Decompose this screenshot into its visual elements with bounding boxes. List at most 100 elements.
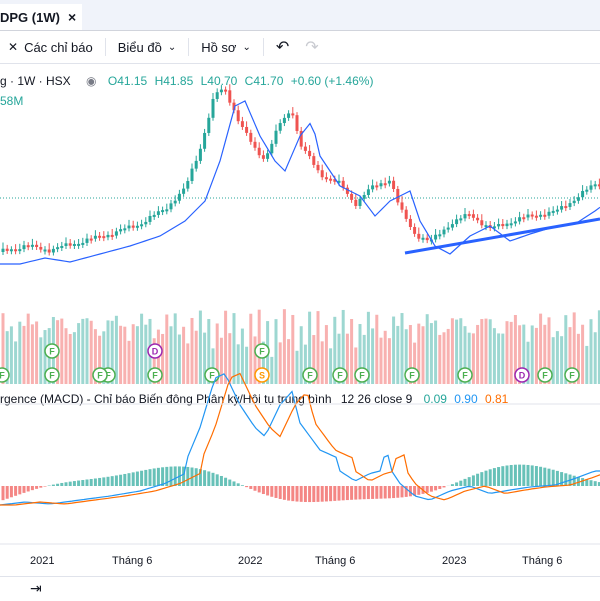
volume-bar (18, 322, 21, 384)
volume-bar (443, 332, 446, 384)
macd-histogram-bar (237, 483, 240, 486)
tab-bar: DPG (1W) × (0, 0, 600, 31)
volume-bar (77, 323, 80, 384)
candle-body (2, 249, 5, 252)
volume-bar (497, 333, 500, 384)
indicators-icon: ✕ (8, 40, 18, 54)
candle-body (60, 246, 63, 248)
macd-histogram-bar (321, 486, 324, 502)
candle-body (443, 230, 446, 235)
macd-histogram-bar (77, 481, 80, 486)
event-marker-label: F (0, 371, 5, 381)
candle-body (569, 203, 572, 207)
candle-body (86, 239, 89, 243)
candle-body (195, 161, 198, 169)
macd-histogram-bar (144, 470, 147, 486)
candle-body (115, 231, 118, 235)
volume-bar (350, 319, 353, 384)
chart-tab-title: DPG (1W) (0, 10, 60, 25)
macd-histogram-bar (140, 471, 143, 486)
redo-button[interactable]: ↷ (297, 31, 326, 63)
candle-body (23, 245, 26, 249)
candle-body (350, 194, 353, 200)
chart-tab[interactable]: DPG (1W) × (0, 4, 82, 30)
candle-body (384, 183, 387, 185)
macd-histogram-bar (119, 475, 122, 486)
candle-body (119, 229, 122, 231)
candle-body (241, 121, 244, 127)
macd-histogram-bar (262, 486, 265, 494)
candle-body (270, 144, 273, 153)
volume-bar (422, 326, 425, 384)
candle-body (111, 235, 114, 237)
macd-histogram-bar (531, 465, 534, 486)
macd-histogram-bar (241, 485, 244, 486)
profile-button[interactable]: Hồ sơ ⌄ (193, 31, 259, 63)
candle-body (594, 184, 597, 186)
candle-body (149, 216, 152, 222)
candle-body (90, 239, 93, 241)
time-axis-label: 2022 (238, 555, 262, 567)
volume-bar (585, 346, 588, 384)
macd-histogram-bar (56, 484, 59, 486)
indicators-button[interactable]: ✕ Các chỉ báo (0, 31, 101, 63)
macd-histogram-bar (342, 486, 345, 500)
macd-histogram-bar (2, 486, 5, 500)
candle-body (6, 249, 9, 251)
close-icon[interactable]: × (68, 9, 76, 25)
candle-body (107, 235, 110, 237)
macd-histogram-bar (233, 481, 236, 486)
volume-bar (434, 321, 437, 384)
event-marker-label: F (409, 371, 415, 381)
candle-body (367, 189, 370, 195)
macd-histogram-bar (254, 486, 257, 491)
macd-histogram-bar (186, 467, 189, 486)
candle-body (254, 142, 257, 148)
volume-bar (178, 335, 181, 384)
macd-histogram-bar (527, 465, 530, 486)
candle-body (157, 211, 160, 215)
candle-body (405, 210, 408, 219)
candle-body (191, 169, 194, 181)
macd-histogram-bar (518, 465, 521, 486)
volume-bar (447, 329, 450, 384)
date-range-icon[interactable]: ⇥ (30, 580, 42, 597)
candle-body (380, 183, 383, 186)
candle-body (388, 181, 391, 184)
macd-histogram-bar (350, 486, 353, 500)
undo-button[interactable]: ↶ (268, 31, 297, 63)
chart-type-button[interactable]: Biểu đồ ⌄ (110, 31, 184, 63)
macd-histogram-bar (443, 486, 446, 487)
candle-body (573, 201, 576, 203)
time-axis-label: 2023 (442, 555, 466, 567)
macd-histogram-bar (384, 486, 387, 498)
macd-histogram-bar (128, 473, 131, 486)
macd-histogram-bar (594, 481, 597, 486)
candle-body (325, 177, 328, 179)
time-axis-label: Tháng 6 (315, 555, 355, 567)
candle-body (590, 185, 593, 189)
macd-histogram-bar (548, 469, 551, 486)
volume-bar (65, 328, 68, 384)
candle-body (287, 113, 290, 117)
candle-body (556, 210, 559, 212)
volume-bar (510, 322, 513, 384)
macd-histogram-bar (18, 486, 21, 494)
candle-body (165, 209, 168, 211)
candle-body (539, 215, 542, 217)
macd-histogram-bar (216, 474, 219, 486)
candle-body (279, 123, 282, 131)
event-marker-label: F (259, 347, 265, 357)
volume-bar (493, 328, 496, 384)
macd-histogram-bar (392, 486, 395, 498)
volume-bar (296, 351, 299, 384)
macd-histogram-bar (174, 466, 177, 486)
event-marker-label: F (462, 371, 468, 381)
candle-body (426, 238, 429, 240)
candle-body (203, 133, 206, 149)
macd-histogram-bar (480, 472, 483, 486)
macd-histogram-bar (464, 479, 467, 486)
macd-histogram-bar (325, 486, 328, 501)
toolbar-divider (263, 38, 264, 56)
